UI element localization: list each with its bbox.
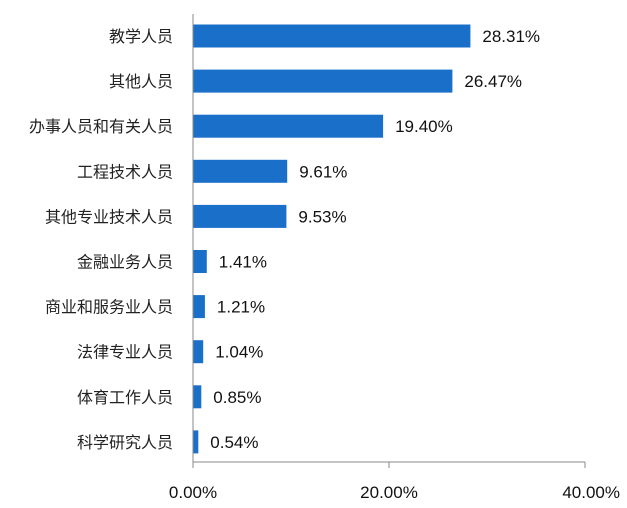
bar-10 [193,430,199,454]
value-label: 9.53% [298,207,346,226]
category-label: 办事人员和有关人员 [29,117,173,136]
x-tick-label: 20.00% [360,483,418,502]
value-label: 0.85% [213,388,261,407]
value-label: 28.31% [482,27,540,46]
axes-group [192,14,586,468]
x-tick-label: 0.00% [169,483,217,502]
x-tick-label: 40.00% [562,483,620,502]
category-labels-group: 教学人员其他人员办事人员和有关人员工程技术人员其他专业技术人员金融业务人员商业和… [29,27,173,452]
bars-group [193,24,471,454]
bar-4 [193,159,288,183]
category-label: 法律专业人员 [77,343,173,362]
value-label: 1.21% [217,298,265,317]
bar-2 [193,69,453,93]
bar-6 [193,250,207,273]
value-label: 0.54% [210,433,258,452]
value-labels-group: 28.31% 26.47% 19.40% 9.61% 9.53% 1.41% 1.21% 1.… [210,27,540,452]
category-label: 教学人员 [109,27,173,46]
value-label: 19.40% [395,117,453,136]
value-label: 26.47% [464,72,522,91]
value-label: 1.04% [215,343,263,362]
tick-labels-group: 0.00% 20.00% 40.00% [169,483,620,502]
bar-9 [193,385,202,409]
bar-1 [193,24,471,48]
bar-8 [193,340,204,364]
category-label: 科学研究人员 [77,433,173,452]
bar-5 [193,204,287,228]
bar-7 [193,295,205,319]
value-label: 9.61% [299,162,347,181]
category-label: 金融业务人员 [77,253,173,272]
bar-3 [193,114,384,138]
category-label: 其他人员 [109,72,173,91]
category-label: 商业和服务业人员 [45,298,173,317]
category-label: 工程技术人员 [77,162,173,181]
category-label: 其他专业技术人员 [45,207,173,226]
category-label: 体育工作人员 [77,388,173,407]
value-label: 1.41% [219,253,267,272]
